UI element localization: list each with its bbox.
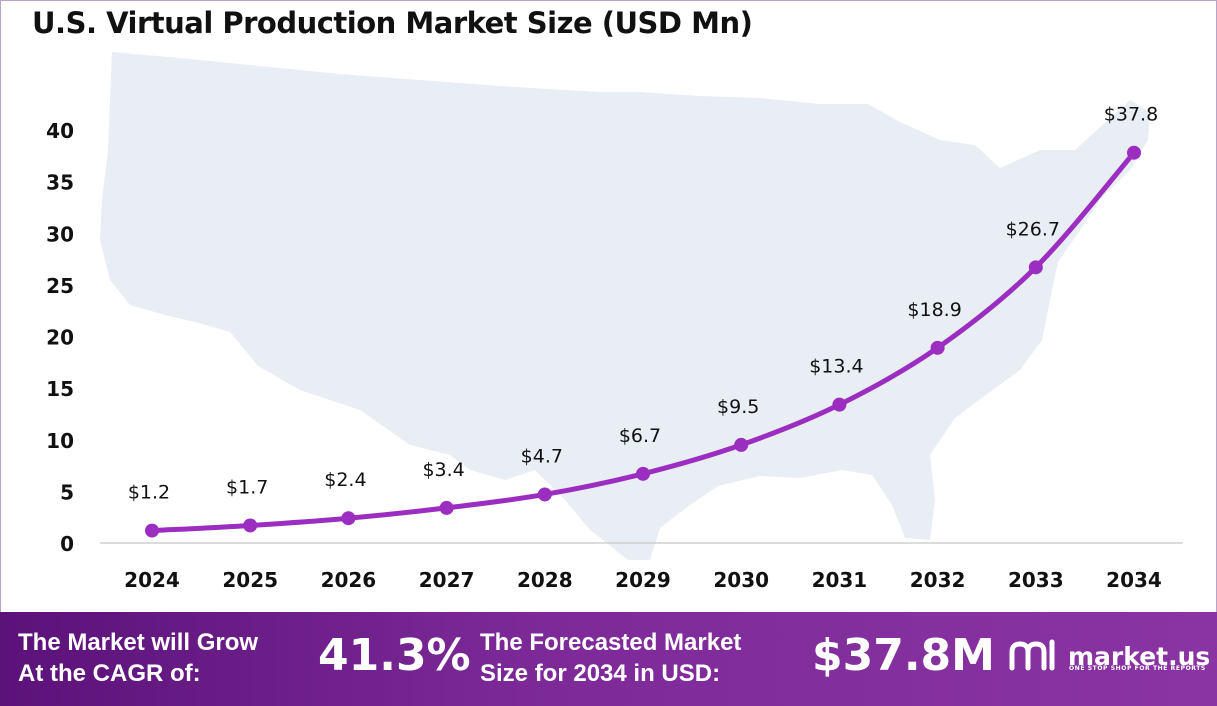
data-point	[145, 523, 159, 538]
data-point	[243, 518, 258, 533]
data-point	[341, 511, 356, 526]
market-us-logo-icon	[1009, 639, 1055, 671]
forecast-value: $37.8M	[812, 630, 995, 681]
us-map-background	[100, 52, 1150, 560]
data-point	[734, 437, 749, 452]
data-label: $13.4	[809, 356, 863, 378]
x-tick-label: 2030	[713, 568, 769, 592]
x-tick-label: 2025	[222, 568, 278, 592]
data-point	[832, 397, 847, 412]
x-tick-label: 2029	[615, 568, 671, 592]
x-tick-label: 2032	[910, 568, 966, 592]
chart-title: U.S. Virtual Production Market Size (USD…	[32, 6, 753, 40]
x-tick-label: 2031	[812, 568, 868, 592]
brand-tagline: ONE STOP SHOP FOR THE REPORTS	[1069, 665, 1206, 672]
y-tick-label: 40	[46, 119, 74, 143]
x-tick-label: 2027	[419, 568, 475, 592]
cagr-value: 41.3%	[318, 630, 471, 681]
y-tick-label: 0	[60, 532, 74, 556]
y-tick-label: 25	[46, 274, 74, 298]
data-point	[930, 340, 945, 355]
forecast-label-line1: The Forecasted Market	[480, 629, 742, 656]
data-label: $26.7	[1006, 218, 1060, 240]
data-label: $37.8	[1104, 104, 1158, 126]
data-label: $6.7	[619, 425, 661, 447]
forecast-label-line2: Size for 2034 in USD:	[480, 660, 721, 687]
data-point	[1028, 260, 1043, 275]
y-tick-label: 10	[46, 429, 74, 453]
data-label: $4.7	[521, 445, 563, 467]
x-tick-label: 2024	[124, 568, 180, 592]
y-tick-label: 35	[46, 171, 74, 195]
data-label: $3.4	[422, 459, 464, 481]
cagr-label-line2: At the CAGR of:	[18, 660, 201, 687]
x-tick-label: 2026	[321, 568, 377, 592]
data-label: $1.7	[226, 476, 268, 498]
data-label: $18.9	[907, 299, 961, 321]
y-tick-label: 5	[60, 480, 74, 504]
data-label: $1.2	[128, 482, 170, 504]
data-point	[537, 487, 552, 502]
x-tick-label: 2033	[1008, 568, 1064, 592]
data-point	[636, 466, 650, 481]
y-tick-label: 20	[46, 326, 74, 350]
x-tick-label: 2028	[517, 568, 573, 592]
brand-name: market.us	[1068, 642, 1211, 671]
data-point	[439, 500, 454, 515]
series-line	[149, 150, 1137, 534]
x-tick-label: 2034	[1106, 568, 1162, 592]
y-tick-label: 15	[46, 377, 74, 401]
data-point	[1127, 145, 1141, 160]
cagr-label-line1: The Market will Grow	[18, 629, 259, 656]
data-label: $2.4	[324, 469, 366, 491]
data-label: $9.5	[717, 396, 759, 418]
y-tick-label: 30	[46, 222, 74, 246]
